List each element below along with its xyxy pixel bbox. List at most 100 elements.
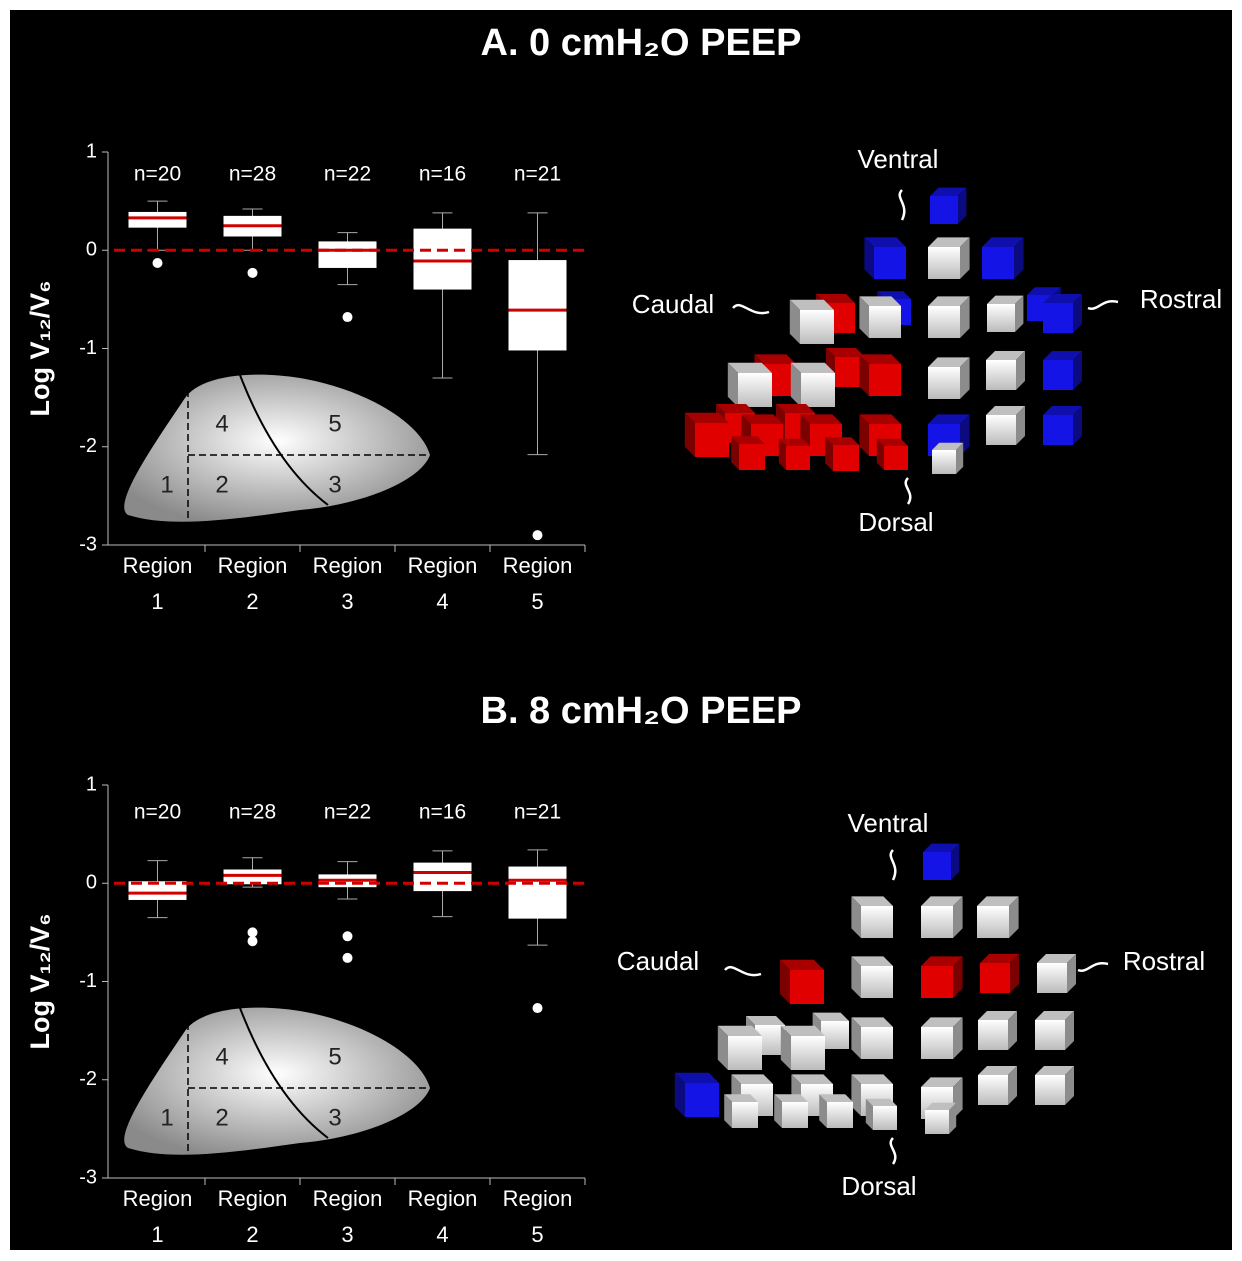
cube-face <box>977 906 1009 938</box>
outlier <box>153 258 163 268</box>
cube-face <box>874 247 906 279</box>
figure: A. 0 cmH₂O PEEP Log V₁₂/V₆ 1 2 3 4 5 -3 -2 -1 0 1 n=… <box>0 0 1242 1261</box>
cube-face <box>986 360 1016 390</box>
box <box>414 229 472 290</box>
y-tick-label: 1 <box>86 140 97 162</box>
panel-title: A. 0 cmH₂O PEEP <box>481 22 802 64</box>
box <box>509 260 567 350</box>
n-label: n=16 <box>419 163 466 186</box>
cube-face <box>923 852 951 880</box>
region-label: 4 <box>215 410 228 437</box>
region-label: 3 <box>328 1104 341 1131</box>
region-label: 5 <box>328 1043 341 1070</box>
box <box>129 212 187 228</box>
x-tick-label: Region 4 <box>405 548 481 620</box>
outlier <box>248 268 258 278</box>
cube-face <box>921 906 953 938</box>
x-tick-label: Region 2 <box>215 548 291 620</box>
direction-label: Dorsal <box>841 1171 916 1201</box>
y-tick-label: -1 <box>79 337 97 359</box>
n-label: n=28 <box>229 801 276 824</box>
cube-face <box>930 196 958 224</box>
x-tick-label: Region 5 <box>500 1181 576 1253</box>
n-label: n=20 <box>134 801 181 824</box>
cube-face <box>821 1021 849 1049</box>
x-tick-label: Region 1 <box>120 1181 196 1253</box>
direction-label: Rostral <box>1123 946 1205 976</box>
x-tick-label: Region 2 <box>215 1181 291 1253</box>
outlier <box>343 312 353 322</box>
cube-face <box>827 1102 853 1128</box>
y-tick-label: -2 <box>79 1068 97 1090</box>
panel-title: B. 8 cmH₂O PEEP <box>481 690 802 732</box>
cube-face <box>1043 415 1073 445</box>
x-tick-label: Region 5 <box>500 548 576 620</box>
outlier <box>248 927 258 937</box>
outlier <box>533 530 543 540</box>
cube-face <box>728 1036 762 1070</box>
box <box>319 241 377 268</box>
region-label: 1 <box>160 1104 173 1131</box>
cube-face <box>738 373 772 407</box>
cube-face <box>861 1027 893 1059</box>
region-label: 4 <box>215 1043 228 1070</box>
y-tick-label: -3 <box>79 1166 97 1188</box>
cube-face <box>790 970 824 1004</box>
cube-face <box>782 1102 808 1128</box>
cube-face <box>861 966 893 998</box>
cube-face <box>921 966 953 998</box>
cube-face <box>1037 963 1067 993</box>
x-tick-label: Region 3 <box>310 1181 386 1253</box>
cube-face <box>1043 303 1073 333</box>
cube-face <box>833 445 859 471</box>
y-tick-label: 0 <box>86 239 97 261</box>
x-tick-label: Region 1 <box>120 548 196 620</box>
direction-label: Rostral <box>1140 284 1222 314</box>
chart: A. 0 cmH₂O PEEP Log V₁₂/V₆ 1 2 3 4 5 -3 -2 -1 0 1 n=… <box>0 0 1242 1261</box>
cube-face <box>980 963 1010 993</box>
box <box>414 863 472 891</box>
outlier <box>533 1003 543 1013</box>
direction-label: Caudal <box>632 289 714 319</box>
cube-face <box>884 446 908 470</box>
cube-face <box>982 247 1014 279</box>
region-label: 2 <box>215 1104 228 1131</box>
x-tick-label: Region 3 <box>310 548 386 620</box>
cube-face <box>873 1106 897 1130</box>
direction-label: Dorsal <box>858 507 933 537</box>
y-tick-label: 0 <box>86 872 97 894</box>
y-axis-label: Log V₁₂/V₆ <box>25 281 55 417</box>
cube-face <box>869 364 901 396</box>
n-label: n=28 <box>229 163 276 186</box>
cube-face <box>695 423 729 457</box>
cube-face <box>685 1083 719 1117</box>
cube-face <box>986 415 1016 445</box>
direction-label: Ventral <box>858 144 939 174</box>
n-label: n=21 <box>514 801 561 824</box>
cube-face <box>1035 1020 1065 1050</box>
n-label: n=16 <box>419 801 466 824</box>
region-label: 1 <box>160 471 173 498</box>
region-label: 3 <box>328 471 341 498</box>
cube-face <box>791 1036 825 1070</box>
cube-face <box>786 446 810 470</box>
y-tick-label: -1 <box>79 970 97 992</box>
cube-face <box>928 367 960 399</box>
n-label: n=22 <box>324 163 371 186</box>
y-tick-label: -3 <box>79 533 97 555</box>
region-label: 5 <box>328 410 341 437</box>
box <box>509 867 567 919</box>
y-tick-label: 1 <box>86 773 97 795</box>
cube-face <box>1043 360 1073 390</box>
n-label: n=21 <box>514 163 561 186</box>
region-label: 2 <box>215 471 228 498</box>
y-tick-label: -2 <box>79 435 97 457</box>
cube-face <box>987 304 1015 332</box>
cube-face <box>800 310 834 344</box>
cube-face <box>739 444 765 470</box>
outlier <box>343 953 353 963</box>
outlier <box>248 936 258 946</box>
outlier <box>343 931 353 941</box>
cube-face <box>861 906 893 938</box>
direction-label: Caudal <box>617 946 699 976</box>
